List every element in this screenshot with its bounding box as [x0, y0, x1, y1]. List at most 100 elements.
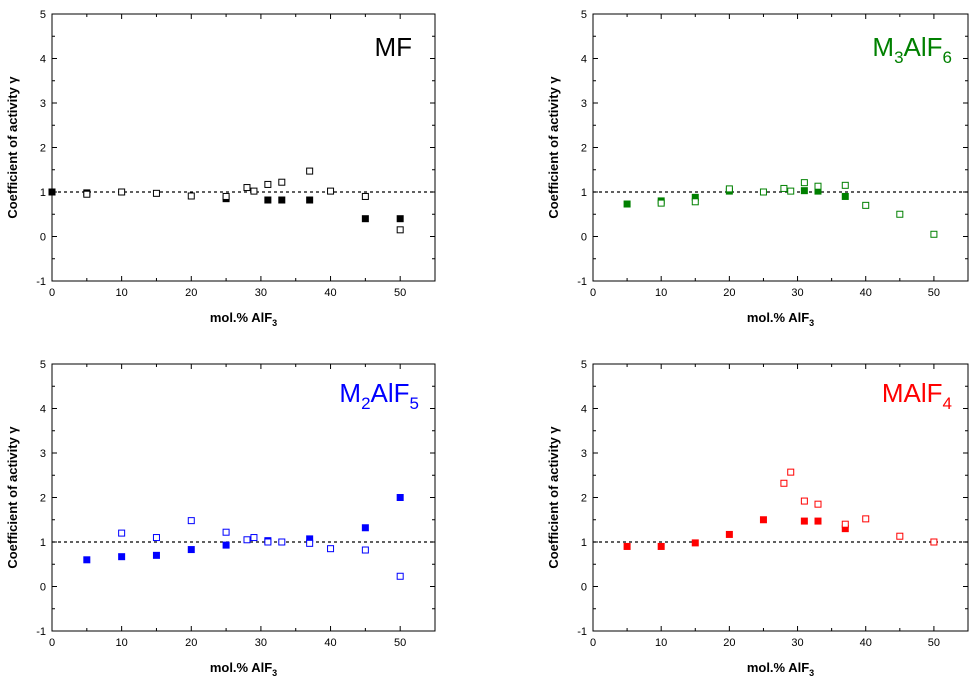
x-tick-label: 10 — [655, 287, 667, 299]
x-tick-label: 50 — [394, 637, 406, 649]
x-axis-label: mol.% AlF3 — [747, 660, 814, 678]
y-tick-label: 5 — [581, 9, 587, 21]
data-point-filled — [361, 524, 369, 532]
data-point-open — [657, 199, 665, 207]
compound-label: M2AlF5 — [339, 378, 419, 413]
data-point-open — [264, 538, 272, 546]
data-point-open — [396, 572, 404, 580]
data-point-filled — [278, 196, 286, 204]
data-point-open — [841, 520, 849, 528]
data-point-filled — [800, 187, 808, 195]
y-tick-label: 4 — [40, 54, 46, 66]
y-tick-label: 2 — [40, 493, 46, 505]
data-point-filled — [83, 556, 91, 564]
data-point-open — [396, 226, 404, 234]
x-tick-label: 10 — [655, 637, 667, 649]
y-axis-label: Coefficient of activity γ — [546, 426, 561, 569]
y-tick-label: 4 — [40, 404, 46, 416]
x-tick-label: 50 — [928, 287, 940, 299]
data-point-open — [250, 187, 258, 195]
data-point-open — [187, 192, 195, 200]
data-point-open — [862, 515, 870, 523]
x-tick-label: 20 — [185, 637, 197, 649]
data-point-open — [152, 189, 160, 197]
y-tick-label: 1 — [581, 187, 587, 199]
x-axis-label: mol.% AlF3 — [747, 310, 814, 328]
data-point-open — [800, 179, 808, 187]
data-point-filled — [814, 517, 822, 525]
y-axis-label: Coefficient of activity γ — [546, 76, 561, 219]
compound-label: MF — [374, 32, 412, 62]
y-tick-label: 4 — [581, 404, 587, 416]
y-tick-label: 2 — [581, 143, 587, 155]
y-tick-label: 5 — [40, 9, 46, 21]
x-tick-label: 30 — [791, 287, 803, 299]
data-point-filled — [657, 542, 665, 550]
data-point-open — [896, 532, 904, 540]
x-tick-label: 10 — [116, 287, 128, 299]
data-point-open — [780, 184, 788, 192]
y-tick-label: 1 — [40, 187, 46, 199]
data-point-open — [787, 187, 795, 195]
x-tick-label: 0 — [49, 637, 55, 649]
y-tick-label: 0 — [581, 232, 587, 244]
x-tick-label: 30 — [255, 637, 267, 649]
x-tick-label: 10 — [116, 637, 128, 649]
data-point-filled — [264, 196, 272, 204]
data-point-open — [930, 230, 938, 238]
x-tick-label: 30 — [255, 287, 267, 299]
x-tick-label: 30 — [791, 637, 803, 649]
data-point-filled — [396, 215, 404, 223]
data-point-filled — [691, 539, 699, 547]
data-point-open — [841, 181, 849, 189]
data-point-filled — [118, 553, 126, 561]
compound-label: M3AlF6 — [872, 32, 952, 67]
x-tick-label: 0 — [49, 287, 55, 299]
data-point-open — [361, 546, 369, 554]
y-tick-label: 5 — [40, 359, 46, 371]
y-tick-label: -1 — [577, 626, 587, 638]
data-point-filled — [396, 494, 404, 501]
data-point-open — [278, 538, 286, 546]
data-point-open — [800, 497, 808, 505]
y-tick-label: 4 — [581, 54, 587, 66]
data-point-open — [814, 500, 822, 508]
y-tick-label: 0 — [581, 582, 587, 594]
y-tick-label: 2 — [581, 493, 587, 505]
x-tick-label: 0 — [590, 287, 596, 299]
data-point-open — [896, 210, 904, 218]
data-point-open — [306, 167, 314, 175]
x-tick-label: 50 — [928, 637, 940, 649]
compound-label: MAlF4 — [882, 378, 952, 413]
y-tick-label: 3 — [40, 448, 46, 460]
data-point-open — [327, 187, 335, 195]
data-point-open — [250, 534, 258, 542]
data-point-open — [930, 538, 938, 546]
data-point-filled — [759, 516, 767, 524]
y-tick-label: -1 — [577, 276, 587, 288]
data-point-open — [152, 534, 160, 542]
data-point-open — [264, 180, 272, 188]
data-point-open — [725, 185, 733, 193]
data-point-open — [83, 190, 91, 198]
y-tick-label: 1 — [40, 537, 46, 549]
y-tick-label: 5 — [581, 359, 587, 371]
data-point-open — [327, 545, 335, 553]
data-point-filled — [187, 546, 195, 554]
y-tick-label: 0 — [40, 232, 46, 244]
y-tick-label: 3 — [581, 98, 587, 110]
data-point-open — [118, 529, 126, 537]
data-point-open — [222, 528, 230, 536]
y-tick-label: 3 — [40, 98, 46, 110]
y-axis-label: Coefficient of activity γ — [5, 426, 20, 569]
data-point-filled — [725, 530, 733, 538]
data-point-open — [691, 198, 699, 206]
data-point-open — [243, 184, 251, 192]
data-point-open — [787, 468, 795, 476]
data-point-filled — [841, 192, 849, 200]
data-point-filled — [361, 215, 369, 223]
data-point-filled — [623, 542, 631, 550]
